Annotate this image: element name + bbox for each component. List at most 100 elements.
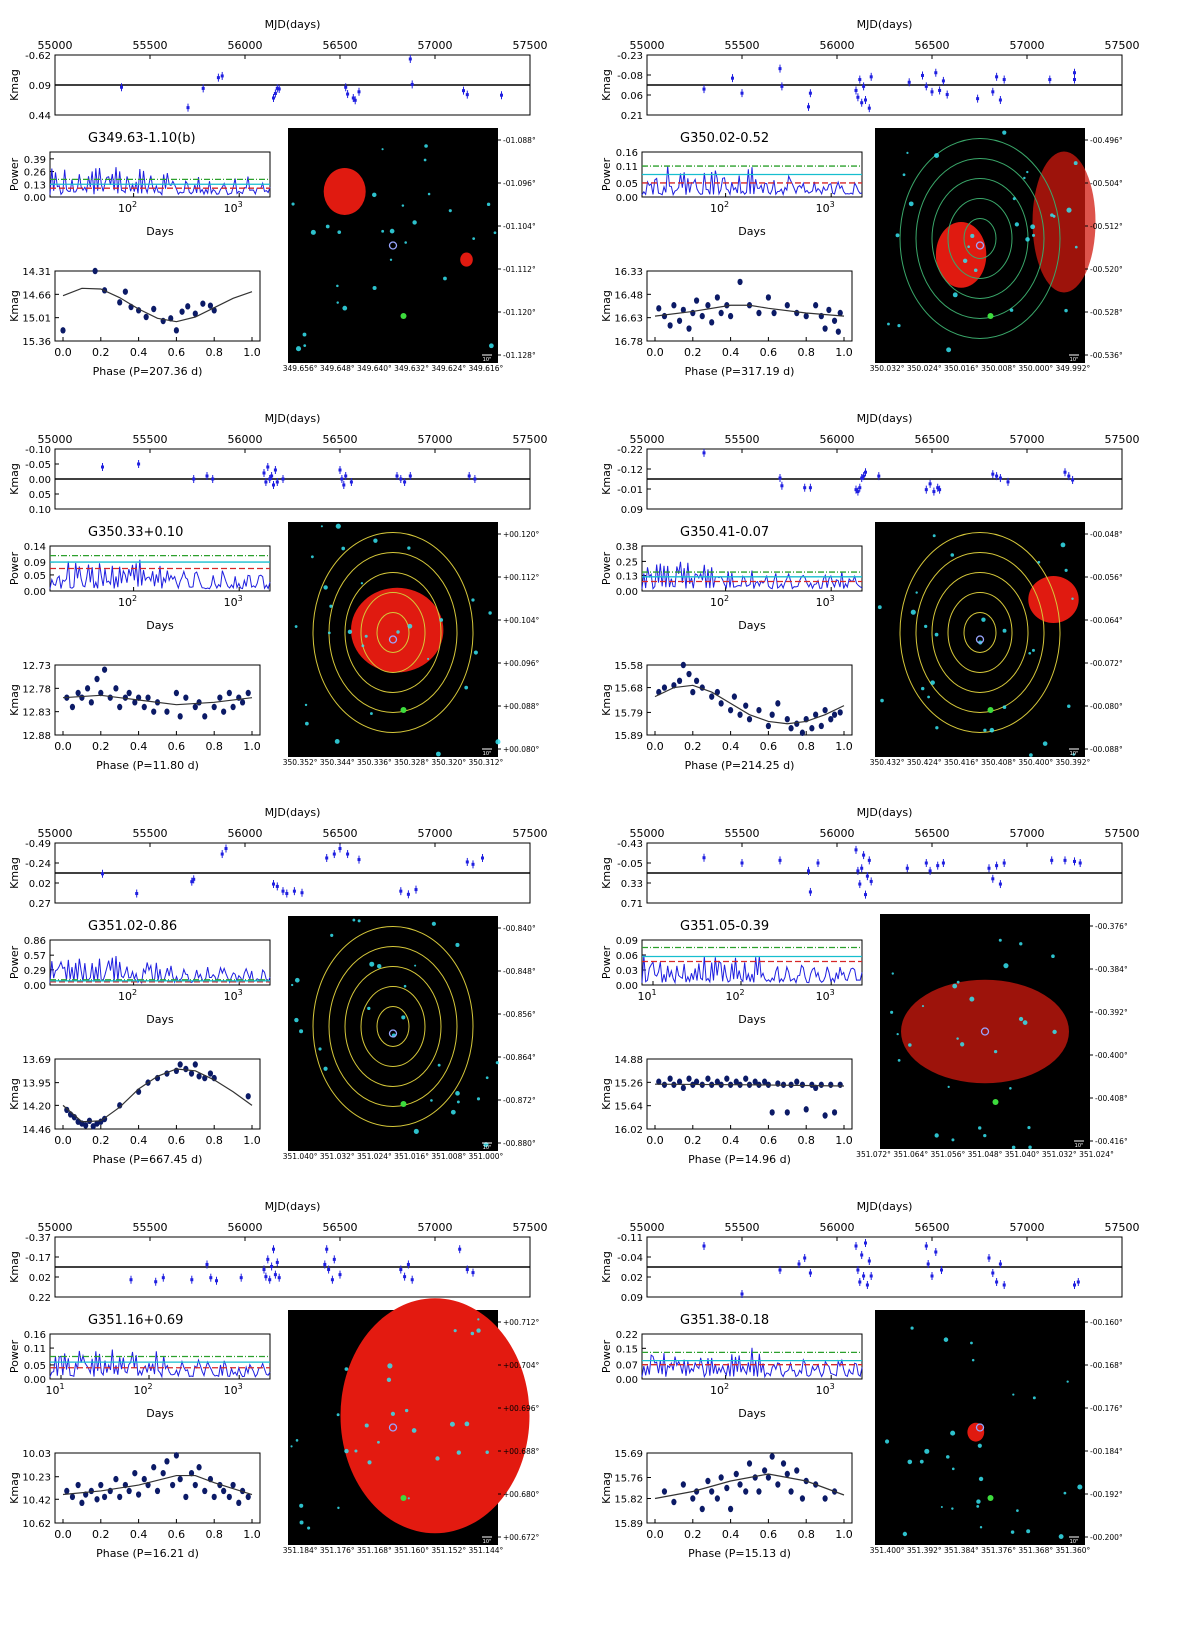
lightcurve-plot: MJD(days) 55000 55500 56000 56500 57000 57500 -… — [8, 412, 548, 516]
folded-xtick: 1.0 — [835, 346, 853, 359]
point-source — [455, 1091, 460, 1096]
point-source — [387, 1363, 393, 1369]
image-xticks: 350.032° 350.024° 350.016° 350.008° 350.… — [870, 364, 1091, 373]
lightcurve-point — [987, 1256, 991, 1260]
lightcurve-point — [921, 73, 924, 77]
folded-ytick: 13.95 — [22, 1079, 51, 1090]
periodogram-plot: 0.00 0.07 0.15 0.22 102 103 Days Power — [600, 1330, 863, 1420]
contour-line — [360, 591, 426, 673]
folded-point — [709, 1488, 715, 1495]
point-source — [934, 1133, 939, 1138]
lightcurve-point — [1073, 71, 1076, 75]
lightcurve-point — [462, 89, 465, 93]
point-source — [323, 585, 328, 590]
periodogram-xtick: 102 — [710, 594, 729, 609]
point-source — [1014, 222, 1019, 227]
point-source — [290, 983, 294, 987]
lightcurve-point — [273, 468, 277, 472]
point-source — [952, 983, 958, 989]
folded-point — [188, 1070, 195, 1077]
point-source — [919, 1459, 924, 1464]
folded-point — [192, 310, 198, 317]
lightcurve-point — [856, 1268, 860, 1272]
point-source — [1009, 308, 1014, 312]
folded-ytick: 14.31 — [22, 267, 51, 278]
folded-point — [799, 1495, 806, 1502]
periodogram-ytick: 0.00 — [24, 193, 46, 204]
folded-point — [132, 699, 138, 706]
periodogram-plot: 0.00 0.05 0.09 0.14 102 103 Days Power — [8, 542, 271, 632]
lightcurve-point — [190, 1278, 194, 1282]
lightcurve-point — [856, 869, 860, 873]
periodogram-ytick: 0.11 — [616, 162, 638, 173]
point-source — [369, 712, 373, 715]
tick-exponent: 3 — [238, 200, 243, 209]
point-source — [1060, 542, 1066, 548]
folded-point — [831, 317, 838, 324]
periodogram-ytick: 0.09 — [24, 558, 46, 569]
lightcurve-point — [220, 852, 224, 856]
periodogram-xtick: 102 — [710, 200, 729, 215]
folded-point — [828, 1081, 834, 1088]
point-source — [476, 1097, 481, 1101]
periodogram-xlabel: Days — [738, 619, 766, 632]
lightcurve-point — [864, 470, 867, 474]
point-source — [1023, 176, 1026, 180]
folded-plot: 0.0 0.2 0.4 0.6 0.8 1.0 14.31 14.66 15.01 15.36 Ph… — [8, 267, 261, 378]
folded-point — [680, 1084, 686, 1092]
point-source — [969, 996, 975, 1002]
folded-ytick: 14.66 — [22, 290, 51, 301]
folded-point — [837, 1081, 843, 1088]
lightcurve-xtick: 55500 — [133, 827, 168, 840]
point-source — [477, 1318, 480, 1321]
image-ytick: -00.520° — [1090, 265, 1123, 274]
point-source — [930, 680, 935, 685]
image-ytick: -00.880° — [503, 1139, 536, 1148]
folded-point — [207, 302, 214, 309]
lightcurve-ytick: 0.02 — [29, 1273, 51, 1284]
source-title: G350.02-0.52 — [680, 131, 769, 146]
point-source — [396, 630, 400, 634]
lightcurve-point — [406, 1262, 410, 1266]
lightcurve-point — [332, 852, 336, 856]
folded-point — [737, 278, 743, 286]
lightcurve-ylabel: Kmag — [600, 857, 613, 889]
point-source — [1018, 1016, 1024, 1022]
source-panel: MJD(days) 55000 55500 56000 56500 57000 57500 -… — [592, 1182, 1182, 1582]
folded-point — [661, 312, 668, 320]
source-figure: MJD(days) 55000 55500 56000 56500 57000 57500 -… — [600, 806, 1140, 1166]
folded-point — [752, 1078, 758, 1085]
source-title: G351.05-0.39 — [680, 919, 769, 934]
folded-point — [818, 722, 824, 730]
folded-point — [173, 327, 179, 334]
point-source — [956, 980, 960, 984]
point-source — [1074, 245, 1078, 249]
folded-point — [731, 693, 737, 700]
folded-point — [693, 677, 700, 685]
sinusoid-fit — [654, 1473, 845, 1500]
lightcurve-point — [860, 1253, 864, 1257]
point-source — [486, 202, 491, 207]
lightcurve-point — [1078, 861, 1082, 865]
folded-point — [728, 312, 734, 320]
folded-ytick: 13.69 — [22, 1055, 51, 1066]
contour-line — [376, 1005, 410, 1047]
image-xticks: 351.184° 351.176° 351.168° 351.160° 351.… — [283, 1546, 504, 1555]
lightcurve-point — [137, 462, 141, 466]
folded-xtick: 0.0 — [54, 740, 72, 753]
folded-xtick: 0.8 — [205, 740, 223, 753]
lightcurve-xtick: 55000 — [630, 827, 665, 840]
folded-point — [177, 713, 183, 720]
periodogram-ytick: 0.57 — [24, 951, 46, 962]
point-source — [951, 1507, 954, 1510]
point-source — [1037, 560, 1041, 564]
point-source — [473, 650, 478, 655]
lightcurve-xtick: 55000 — [38, 433, 73, 446]
folded-point — [79, 1499, 85, 1507]
image-ytick: +00.704° — [503, 1361, 540, 1370]
lightcurve-point — [101, 465, 104, 469]
point-source — [976, 1504, 980, 1508]
tick-exponent: 1 — [59, 1382, 64, 1391]
folded-point — [714, 294, 720, 301]
folded-point — [794, 1467, 800, 1474]
